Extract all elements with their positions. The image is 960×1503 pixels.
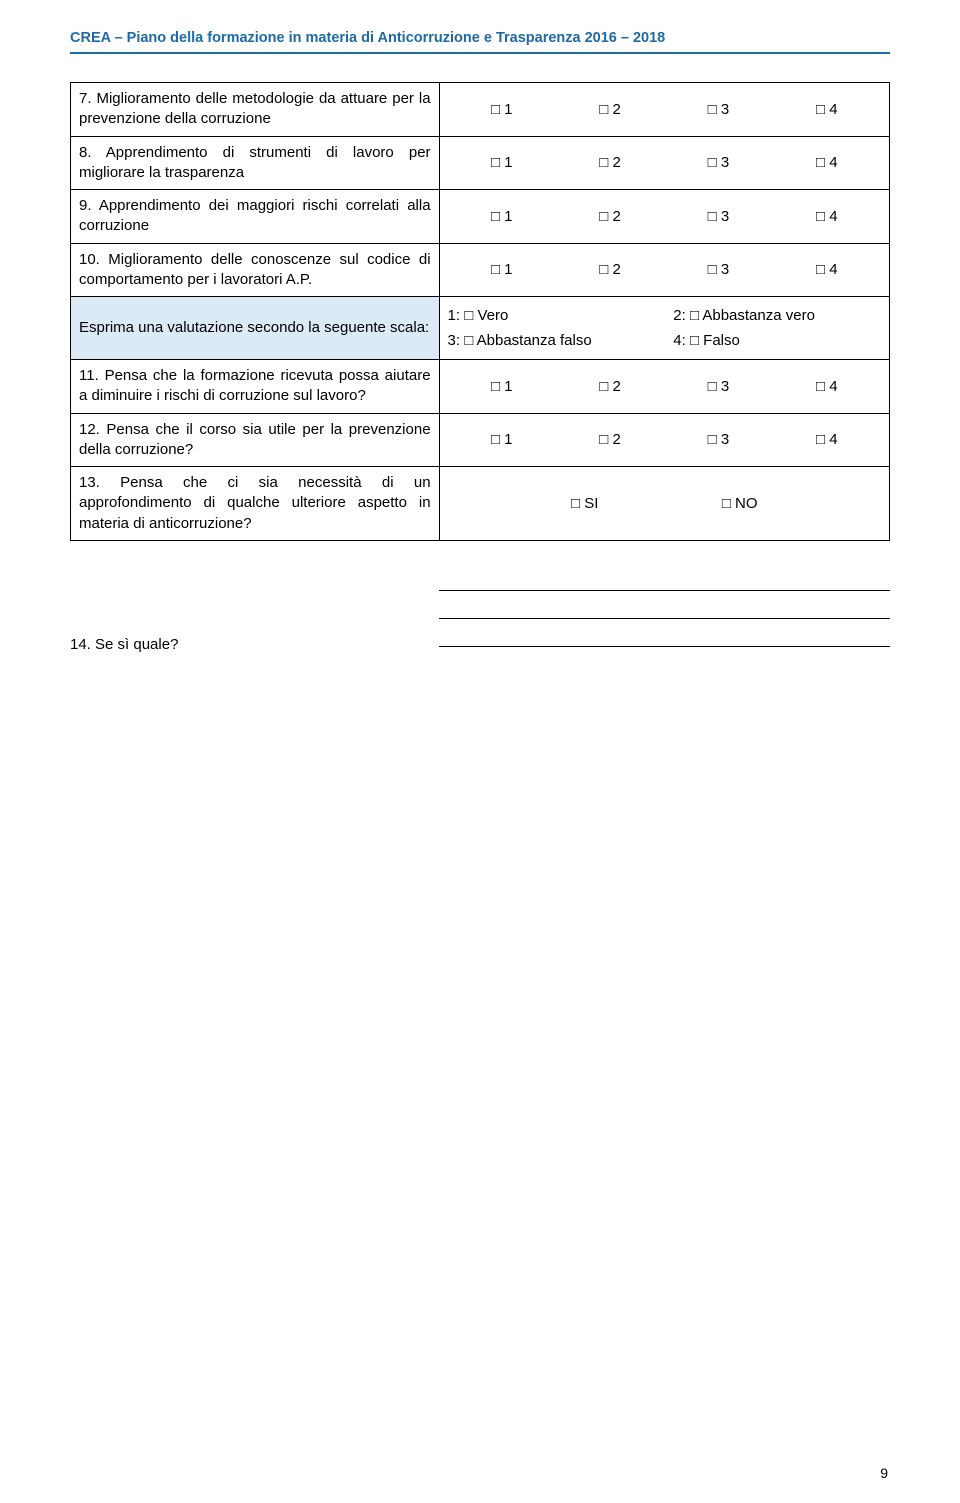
checkbox-option[interactable]: □ 4: [816, 431, 838, 448]
scale-legend-item: 2: □ Abbastanza vero: [673, 305, 881, 326]
options-cell: □ 1 □ 2 □ 3 □ 4: [439, 360, 889, 414]
question-cell: 11. Pensa che la formazione ricevuta pos…: [71, 360, 440, 414]
table-row: 12. Pensa che il corso sia utile per la …: [71, 413, 890, 467]
checkbox-option[interactable]: □ 3: [708, 101, 730, 118]
question-cell: 8. Apprendimento di strumenti di lavoro …: [71, 136, 440, 190]
checkbox-option[interactable]: □ 1: [491, 154, 513, 171]
options-cell: □ SI □ NO: [439, 467, 889, 541]
scale-legend-item: 1: □ Vero: [448, 305, 656, 326]
checkbox-option[interactable]: □ 2: [599, 154, 621, 171]
table-row: 13. Pensa che ci sia necessità di un app…: [71, 467, 890, 541]
checkbox-option[interactable]: □ 4: [816, 154, 838, 171]
checkbox-option[interactable]: □ 1: [491, 261, 513, 278]
checkbox-option[interactable]: □ 4: [816, 261, 838, 278]
blank-line[interactable]: [439, 625, 890, 647]
checkbox-option[interactable]: □ 3: [708, 378, 730, 395]
question-cell: 10. Miglioramento delle conoscenze sul c…: [71, 243, 440, 297]
checkbox-option[interactable]: □ 2: [599, 431, 621, 448]
checkbox-option[interactable]: □ NO: [722, 495, 758, 512]
checkbox-option[interactable]: □ 3: [708, 208, 730, 225]
table-row: 9. Apprendimento dei maggiori rischi cor…: [71, 190, 890, 244]
checkbox-option[interactable]: □ 1: [491, 101, 513, 118]
checkbox-option[interactable]: □ 4: [816, 378, 838, 395]
q14-label: 14. Se sì quale?: [70, 569, 439, 653]
checkbox-option[interactable]: □ 2: [599, 208, 621, 225]
options-cell: □ 1 □ 2 □ 3 □ 4: [439, 243, 889, 297]
table-row: 10. Miglioramento delle conoscenze sul c…: [71, 243, 890, 297]
blank-line[interactable]: [439, 569, 890, 591]
checkbox-option[interactable]: □ 2: [599, 101, 621, 118]
checkbox-option[interactable]: □ 1: [491, 378, 513, 395]
table-row: 7. Miglioramento delle metodologie da at…: [71, 83, 890, 137]
blank-line[interactable]: [439, 597, 890, 619]
checkbox-option[interactable]: □ 2: [599, 261, 621, 278]
checkbox-option[interactable]: □ 3: [708, 431, 730, 448]
checkbox-option[interactable]: □ 2: [599, 378, 621, 395]
checkbox-option[interactable]: □ SI: [571, 495, 598, 512]
scale-legend-item: 4: □ Falso: [673, 330, 881, 351]
scale-legend-item: 3: □ Abbastanza falso: [448, 330, 656, 351]
checkbox-option[interactable]: □ 3: [708, 261, 730, 278]
table-row: Esprima una valutazione secondo la segue…: [71, 297, 890, 360]
options-cell: □ 1 □ 2 □ 3 □ 4: [439, 190, 889, 244]
checkbox-option[interactable]: □ 4: [816, 208, 838, 225]
question-cell: 12. Pensa che il corso sia utile per la …: [71, 413, 440, 467]
question-cell: 13. Pensa che ci sia necessità di un app…: [71, 467, 440, 541]
options-cell: 1: □ Vero 2: □ Abbastanza vero 3: □ Abbast…: [439, 297, 889, 360]
table-row: 11. Pensa che la formazione ricevuta pos…: [71, 360, 890, 414]
question-cell: 9. Apprendimento dei maggiori rischi cor…: [71, 190, 440, 244]
question-cell: Esprima una valutazione secondo la segue…: [71, 297, 440, 360]
q14-answer-lines: [439, 569, 890, 653]
questionnaire-table: 7. Miglioramento delle metodologie da at…: [70, 82, 890, 541]
question-cell: 7. Miglioramento delle metodologie da at…: [71, 83, 440, 137]
options-cell: □ 1 □ 2 □ 3 □ 4: [439, 413, 889, 467]
options-cell: □ 1 □ 2 □ 3 □ 4: [439, 83, 889, 137]
checkbox-option[interactable]: □ 1: [491, 431, 513, 448]
checkbox-option[interactable]: □ 3: [708, 154, 730, 171]
options-cell: □ 1 □ 2 □ 3 □ 4: [439, 136, 889, 190]
table-row: 8. Apprendimento di strumenti di lavoro …: [71, 136, 890, 190]
document-header: CREA – Piano della formazione in materia…: [70, 30, 890, 54]
checkbox-option[interactable]: □ 4: [816, 101, 838, 118]
page-number: 9: [880, 1465, 888, 1481]
q14-container: 14. Se sì quale?: [70, 569, 890, 653]
checkbox-option[interactable]: □ 1: [491, 208, 513, 225]
